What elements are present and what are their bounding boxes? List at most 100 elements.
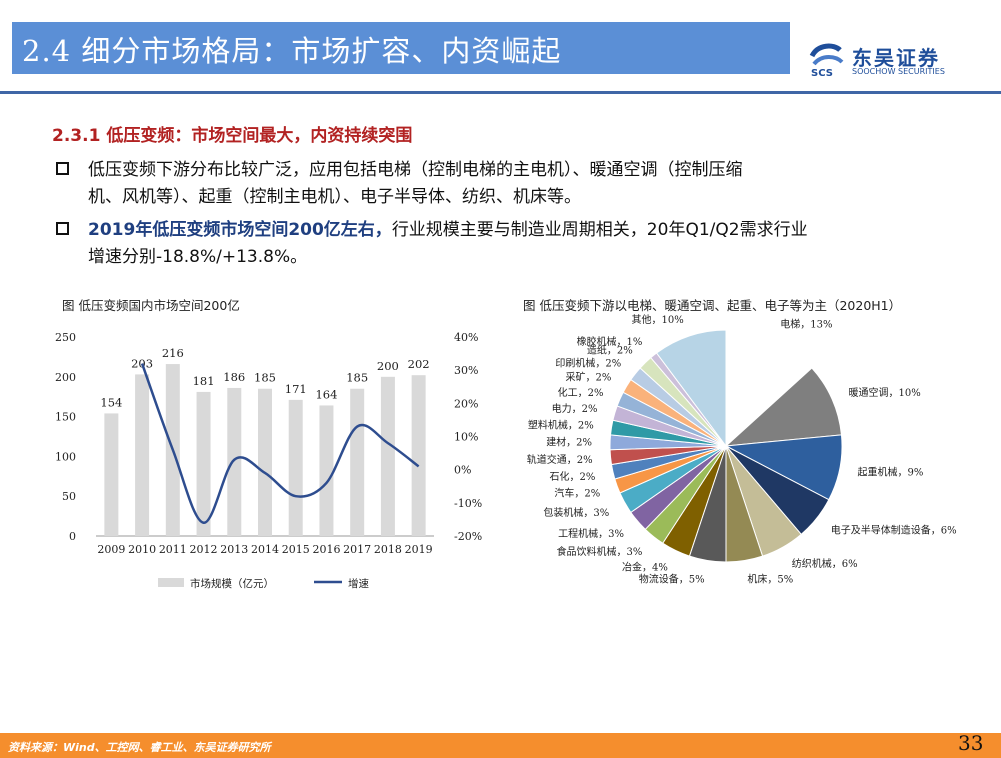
x-tick-label: 2010 [128,543,156,556]
pie-chart: 电梯，13% 暖通空调，10% 起重机械，9% 电子及半导体制造设备，6% 纺织机械，6… [527,313,957,585]
bullet-square-icon [56,162,69,175]
logo-subtitle: SOOCHOW SECURITIES [852,67,945,76]
x-tick-label: 2017 [343,543,371,556]
footer-bar [0,733,1001,758]
bar-value-label: 203 [131,356,153,370]
pie-slice-label: 电子及半导体制造设备，6% [831,524,957,537]
bullet-1-line-2: 机、风机等）、起重（控制主电机）、电子半导体、纺织、机床等。 [88,187,581,207]
bar [380,376,395,536]
pie-slice-label: 冶金，4% [622,561,668,574]
title-bar [12,22,790,74]
pie-slice [724,367,843,447]
bar-value-label: 216 [162,346,184,360]
bar-value-label: 164 [315,387,337,401]
bar-value-label: 185 [346,371,368,385]
pie-chart-caption: 图 低压变频下游以电梯、暖通空调、起重、电子等为主（2020H1） [523,298,902,313]
pie-slice-label: 造纸，2% [587,344,633,357]
y-right-tick-label: 30% [454,364,478,377]
y-left-tick-label: 150 [55,411,76,424]
x-tick-label: 2011 [159,543,187,556]
pie-slice [655,329,727,448]
pie-slice-label: 包装机械，3% [543,506,609,519]
bar [411,375,426,536]
logo-mark-icon: SCS [809,43,844,79]
y-right-tick-label: 40% [454,331,478,344]
bar [196,391,211,536]
bar-value-label: 154 [100,395,122,409]
y-left-tick-label: 200 [55,371,76,384]
bar-value-label: 186 [223,370,245,384]
section-subheading: 2.3.1 低压变频：市场空间最大，内资持续突围 [52,126,413,146]
pie-slice-label: 工程机械，3% [558,527,624,540]
pie-slice-label: 其他，10% [632,313,684,326]
pie-slice-label: 塑料机械，2% [528,419,594,432]
x-tick-label: 2015 [282,543,310,556]
bullet-2: 2019年低压变频市场空间200亿左右，行业规模主要与制造业周期相关，20年Q1… [56,217,956,273]
y-right-tick-label: 20% [454,397,478,410]
bar [288,399,303,536]
y-left-tick-label: 250 [55,331,76,344]
y-right-tick-label: 10% [454,431,478,444]
x-tick-label: 2012 [190,543,218,556]
pie-slice-label: 食品饮料机械，3% [557,545,643,558]
title-divider [0,91,1001,94]
x-tick-label: 2013 [220,543,248,556]
bullet-2-rest: 行业规模主要与制造业周期相关，20年Q1/Q2需求行业 [391,220,808,240]
bar [319,405,334,536]
pie-slice-label: 电梯，13% [780,317,832,330]
bar-value-label: 200 [377,359,399,373]
x-tick-label: 2019 [405,543,433,556]
legend-line-label: 增速 [348,577,369,590]
company-logo: SCS 东吴证券 SOOCHOW SECURITIES [808,42,988,82]
bar-value-label: 171 [285,382,307,396]
bar [350,388,365,536]
source-note: 资料来源：Wind、工控网、睿工业、东吴证券研究所 [8,741,271,754]
page-title: 2.4 细分市场格局：市场扩容、内资崛起 [22,34,562,68]
bar-chart-caption: 图 低压变频国内市场空间200亿 [62,298,240,313]
bar-value-label: 181 [193,374,215,388]
bar [227,387,242,536]
x-tick-label: 2016 [312,543,340,556]
y-left-tick-label: 50 [62,490,76,503]
bar-value-label: 202 [408,357,430,371]
y-right-tick-label: 0% [454,464,471,477]
bullet-2-line-1: 2019年低压变频市场空间200亿左右，行业规模主要与制造业周期相关，20年Q1… [88,217,808,244]
legend-bar-label: 市场规模（亿元） [190,577,274,590]
bar [135,374,150,536]
legend-bar-swatch [158,578,184,587]
x-tick-label: 2014 [251,543,279,556]
bar-line-chart: 0 50 100 150 200 250 -20% -10% 0% 10% 20% 30% 40% 154… [55,331,482,590]
page-number: 33 [958,731,984,755]
pie-slice-label: 建材，2% [546,436,592,449]
pie-slice-label: 采矿，2% [566,371,612,384]
growth-line [140,363,420,524]
x-tick-label: 2009 [97,543,125,556]
pie-slice-label: 化工，2% [558,386,604,399]
pie-slice-label: 暖通空调，10% [849,386,921,399]
bar [104,413,119,536]
bullet-2-highlight: 2019年低压变频市场空间200亿左右， [88,220,392,240]
bullet-square-icon [56,222,69,235]
pie-slice-label: 橡胶机械，1% [577,335,643,348]
y-left-tick-label: 100 [55,450,76,463]
pie-slice [725,329,813,448]
y-right-tick-label: -10% [454,497,482,510]
bullet-1-line-1: 低压变频下游分布比较广泛，应用包括电梯（控制电梯的主电机）、暖通空调（控制压缩 [88,160,743,180]
y-left-tick-label: 0 [69,530,76,543]
pie-slice-label: 纺织机械，6% [792,557,858,570]
pie-slice-label: 汽车，2% [554,486,600,499]
pie-slice-label: 轨道交通，2% [527,453,593,466]
pie-slice-label: 物流设备，5% [639,572,705,585]
bullet-1: 低压变频下游分布比较广泛，应用包括电梯（控制电梯的主电机）、暖通空调（控制压缩 … [56,157,956,213]
pie-slice-label: 机床，5% [747,572,793,585]
bullet-2-line-2: 增速分别-18.8%/+13.8%。 [88,247,308,267]
x-tick-label: 2018 [374,543,402,556]
bar [258,388,272,536]
bar-value-label: 185 [254,371,276,385]
logo-badge: SCS [811,68,833,78]
pie-slice-label: 印刷机械，2% [555,356,621,369]
pie-slice-label: 电力，2% [552,402,598,415]
pie-slice-label: 起重机械，9% [858,466,924,479]
logo-name: 东吴证券 [852,46,940,70]
y-right-tick-label: -20% [454,530,482,543]
